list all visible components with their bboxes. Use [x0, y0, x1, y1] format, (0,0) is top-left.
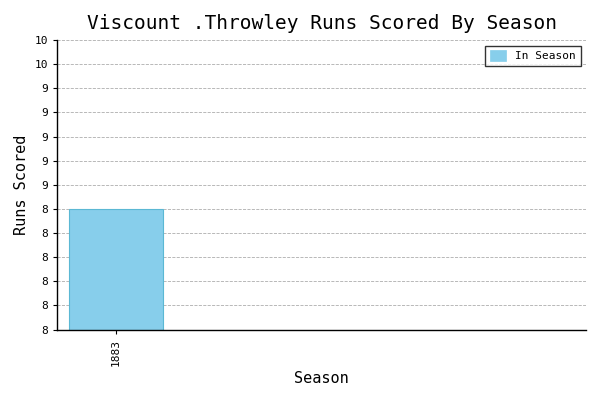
Legend: In Season: In Season — [485, 46, 581, 66]
Title: Viscount .Throwley Runs Scored By Season: Viscount .Throwley Runs Scored By Season — [86, 14, 557, 33]
Bar — [69, 209, 163, 330]
Y-axis label: Runs Scored: Runs Scored — [14, 134, 29, 235]
X-axis label: Season: Season — [294, 371, 349, 386]
